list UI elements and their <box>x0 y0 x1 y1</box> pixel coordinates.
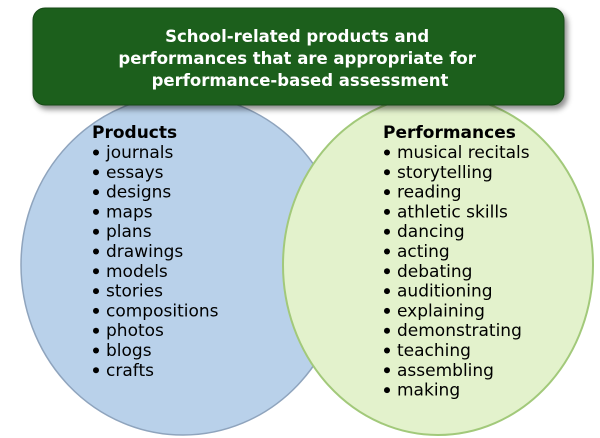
products-bullet <box>93 327 99 334</box>
performances-item: auditioning <box>397 282 493 302</box>
products-list: journalsessaysdesignsmapsplansdrawingsmo… <box>93 143 219 381</box>
performances-item: storytelling <box>397 163 493 183</box>
performances-bullet <box>384 208 390 215</box>
performances-bullet <box>384 327 390 334</box>
banner-line-2: performances that are appropriate for <box>118 49 476 68</box>
performances-bullet <box>384 387 390 394</box>
performances-bullet <box>384 288 390 295</box>
products-bullet <box>93 307 99 314</box>
banner-title: School-related products and performances… <box>118 27 481 90</box>
products-item: crafts <box>106 361 154 381</box>
performances-bullet <box>384 268 390 275</box>
performances-item: assembling <box>397 361 494 381</box>
performances-bullet <box>384 347 390 354</box>
performances-item: acting <box>397 242 450 262</box>
products-item: drawings <box>106 242 183 262</box>
performances-bullet <box>384 228 390 235</box>
performances-item: reading <box>397 183 462 203</box>
banner-line-3: performance-based assessment <box>152 71 449 90</box>
products-item: compositions <box>106 301 219 321</box>
banner-line-1: School-related products and <box>165 27 429 46</box>
products-item: maps <box>106 202 153 222</box>
performances-bullet <box>384 149 390 156</box>
title-banner <box>32 7 565 106</box>
products-bullet <box>93 169 99 176</box>
products-heading: Products <box>92 123 177 143</box>
products-item: stories <box>106 282 163 302</box>
products-bullet <box>93 347 99 354</box>
products-bullet <box>93 248 99 255</box>
products-bullet <box>93 149 99 156</box>
performances-item: teaching <box>397 341 471 361</box>
performances-list: musical recitalsstorytellingreadingathle… <box>384 143 530 401</box>
performances-item: musical recitals <box>397 143 530 163</box>
products-item: plans <box>106 222 152 242</box>
products-bullet <box>93 208 99 215</box>
performances-item: making <box>397 381 460 401</box>
products-item: essays <box>106 163 164 183</box>
performances-item: explaining <box>397 301 485 321</box>
products-item: journals <box>105 143 174 163</box>
performances-heading: Performances <box>383 123 516 143</box>
performances-bullet <box>384 367 390 374</box>
products-bullet <box>93 268 99 275</box>
performances-item: athletic skills <box>397 202 508 222</box>
products-item: blogs <box>106 341 152 361</box>
products-bullet <box>93 367 99 374</box>
products-item: photos <box>106 321 164 341</box>
products-bullet <box>93 288 99 295</box>
performances-bullet <box>384 248 390 255</box>
performances-bullet <box>384 307 390 314</box>
products-bullet <box>93 228 99 235</box>
products-item: models <box>106 262 168 282</box>
products-bullet <box>93 189 99 196</box>
performances-item: dancing <box>397 222 465 242</box>
performances-item: demonstrating <box>397 321 522 341</box>
performances-bullet <box>384 189 390 196</box>
products-item: designs <box>106 183 171 203</box>
performances-item: debating <box>397 262 472 282</box>
performances-bullet <box>384 169 390 176</box>
